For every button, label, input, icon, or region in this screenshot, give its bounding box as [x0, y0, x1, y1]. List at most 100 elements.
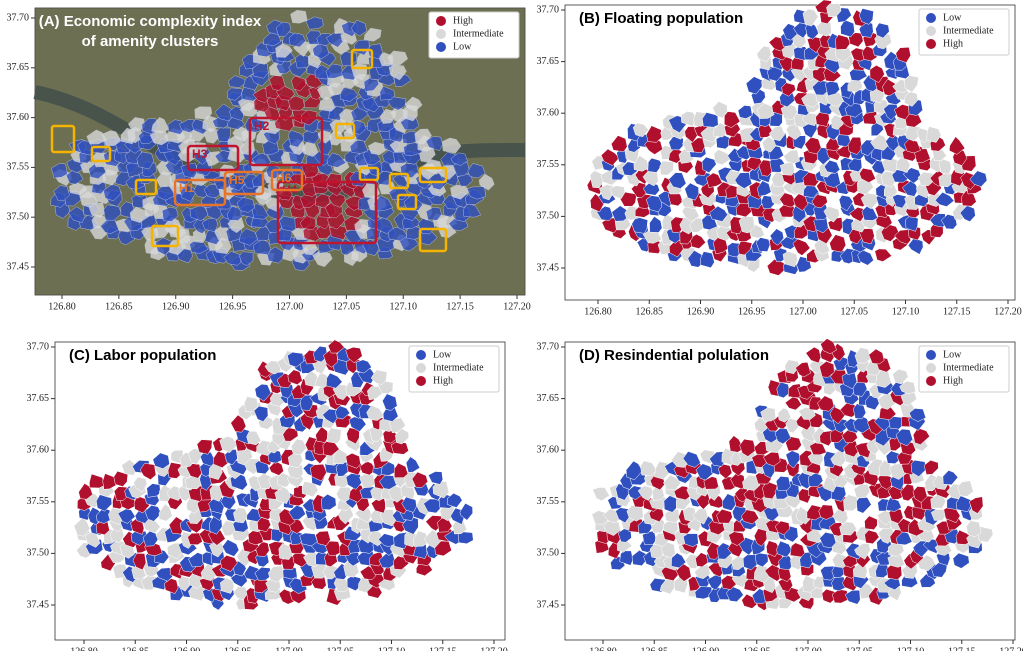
legend-label: Intermediate [943, 362, 994, 373]
map-cell [715, 134, 733, 150]
map-cell [858, 228, 875, 245]
map-cell [738, 215, 755, 234]
map-cell [230, 414, 247, 433]
map-cell [769, 228, 784, 246]
map-cell [96, 494, 113, 512]
map-cell [904, 125, 921, 142]
legend-label: Low [943, 12, 962, 23]
map-cell [359, 473, 376, 489]
map-cell [253, 577, 270, 594]
map-cell [870, 134, 890, 151]
map-cell [86, 129, 107, 145]
map-cell [841, 218, 855, 236]
map-cell [668, 172, 687, 189]
map-cell [393, 532, 409, 550]
map-cell [852, 415, 872, 434]
map-cell [820, 565, 836, 581]
map-cell [923, 460, 939, 475]
map-cell [834, 45, 852, 63]
map-cell [265, 164, 284, 179]
map-cell [918, 554, 936, 572]
map-cell [756, 45, 772, 63]
y-tick-label: 37.60 [537, 107, 560, 118]
map-cell [904, 138, 921, 154]
y-tick-label: 37.65 [537, 56, 560, 67]
map-cell [860, 192, 879, 210]
map-cell [813, 204, 829, 221]
y-tick-label: 37.55 [537, 159, 560, 170]
map-cell [694, 564, 711, 579]
map-cell [730, 472, 745, 490]
map-cell [373, 195, 394, 212]
y-tick-label: 37.60 [7, 112, 30, 123]
map-cell [109, 528, 125, 543]
map-cell [854, 347, 872, 364]
y-tick-label: 37.55 [537, 496, 560, 507]
y-tick-label: 37.70 [27, 341, 50, 352]
map-cell [222, 539, 240, 557]
map-cell [196, 439, 213, 455]
panel-title: of amenity clusters [82, 33, 219, 50]
x-tick-label: 127.00 [275, 646, 303, 651]
map-cell [895, 47, 911, 64]
cluster-label: H6 [276, 171, 292, 185]
map-cell [632, 122, 649, 138]
highlight-box [134, 178, 158, 196]
map-cell [912, 427, 930, 445]
x-tick-label: 126.95 [738, 306, 766, 317]
map-cell [291, 75, 307, 92]
map-cell [776, 381, 791, 399]
map-cell [255, 541, 270, 557]
x-tick-label: 126.90 [162, 301, 190, 312]
map-cell [335, 404, 351, 420]
x-tick-label: 126.95 [219, 301, 247, 312]
map-cell [904, 75, 919, 93]
map-cell [801, 112, 818, 126]
map-cell [799, 450, 815, 467]
legend-swatch [926, 13, 936, 23]
legend-label: Low [943, 349, 962, 360]
legend-swatch [436, 29, 446, 39]
map-cell [625, 460, 643, 481]
map-cell [854, 543, 871, 560]
map-cell [802, 8, 819, 27]
map-cell [949, 136, 966, 155]
map-cell [53, 185, 70, 201]
highlight-box [350, 48, 374, 70]
map-cell [65, 170, 84, 185]
map-cell [689, 217, 705, 233]
map-cell [706, 172, 723, 188]
map-cell [287, 452, 303, 469]
map-cell [287, 130, 305, 148]
panel-title: (A) Economic complexity index [39, 13, 262, 30]
cluster-box [186, 144, 240, 172]
map-cell [782, 251, 798, 268]
map-cell [187, 532, 203, 545]
map-cell [100, 216, 120, 234]
x-tick-label: 127.20 [999, 646, 1023, 651]
legend-box [408, 345, 500, 393]
map-cell [934, 191, 955, 207]
map-cell [784, 359, 800, 375]
map-cell [208, 496, 225, 514]
map-cell [321, 493, 337, 510]
map-cell [214, 103, 236, 122]
map-cell [631, 216, 648, 234]
map-cell [885, 497, 902, 512]
x-tick-label: 127.00 [794, 646, 822, 651]
highlight-box [50, 124, 76, 154]
map-cell [414, 128, 432, 145]
map-cell [908, 408, 927, 422]
map-cell [642, 181, 660, 196]
map-cell [832, 506, 849, 525]
map-cell [152, 452, 170, 469]
legend-box [428, 11, 520, 59]
map-cell [631, 550, 647, 566]
x-tick-label: 126.90 [692, 646, 720, 651]
map-cell [600, 148, 620, 166]
y-tick-label: 37.60 [537, 444, 560, 455]
y-tick-label: 37.45 [27, 599, 50, 610]
map-cell [938, 158, 952, 175]
map-cell [269, 75, 286, 91]
map-cell [127, 117, 146, 132]
